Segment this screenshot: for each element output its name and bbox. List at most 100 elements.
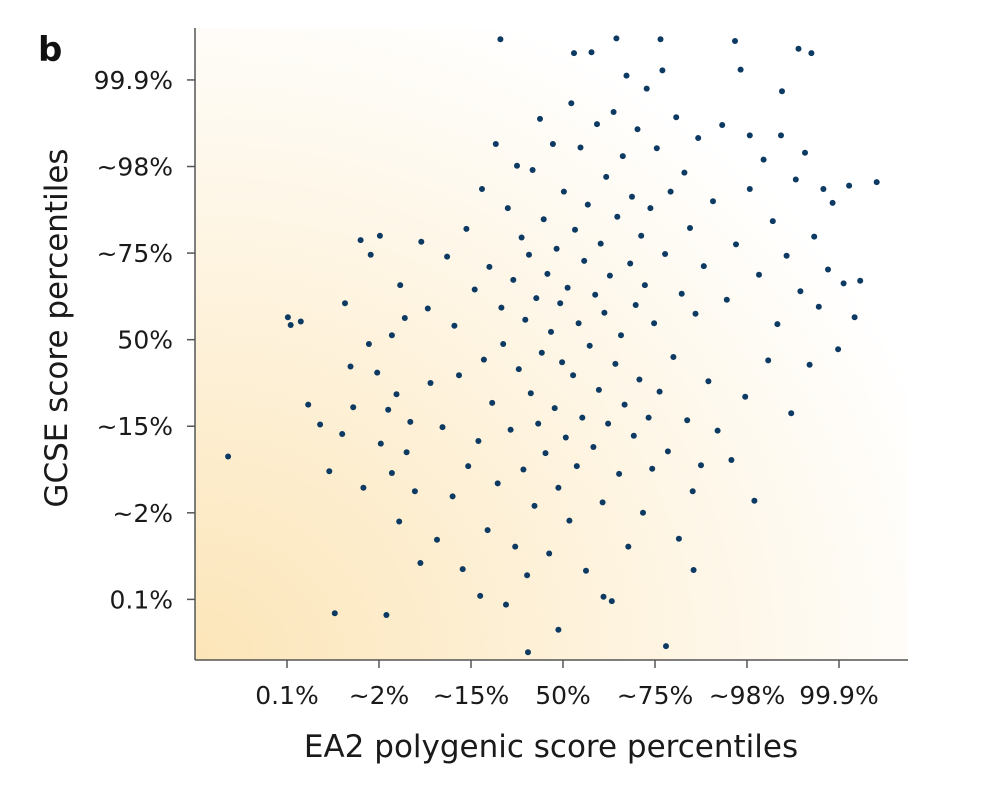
data-point <box>742 393 749 400</box>
data-point <box>746 186 753 192</box>
data-point <box>700 263 707 270</box>
data-point <box>305 401 312 408</box>
y-axis-ticks: 0.1% ~2% ~15% 50% ~75% ~98% 99.9% <box>94 66 195 614</box>
data-point <box>374 369 381 376</box>
data-point <box>527 390 534 397</box>
data-point <box>588 49 595 56</box>
data-point <box>555 484 562 491</box>
data-point <box>560 188 567 195</box>
data-point <box>623 72 630 79</box>
data-point <box>331 610 338 617</box>
data-point <box>522 316 529 323</box>
data-point <box>719 122 726 128</box>
data-point <box>619 153 626 160</box>
data-point <box>714 427 721 434</box>
data-point <box>779 88 785 95</box>
data-point <box>376 232 383 239</box>
data-point <box>553 245 560 252</box>
data-point <box>570 372 577 379</box>
x-tick-label: 99.9% <box>799 681 878 710</box>
data-point <box>486 263 493 270</box>
data-point <box>377 440 384 447</box>
data-point <box>811 233 818 240</box>
data-point <box>815 303 822 310</box>
data-point <box>808 50 815 57</box>
data-point <box>695 135 702 141</box>
data-point <box>594 121 600 128</box>
data-point <box>388 332 395 339</box>
y-tick-label: ~2% <box>112 499 173 528</box>
data-point <box>407 418 414 425</box>
data-point <box>572 226 578 233</box>
data-point <box>636 376 643 383</box>
data-point <box>689 488 696 495</box>
data-point <box>367 251 374 258</box>
data-point <box>434 536 440 543</box>
data-point <box>851 314 858 321</box>
data-point <box>342 300 348 307</box>
data-point <box>360 484 367 491</box>
data-point <box>608 598 615 605</box>
data-point <box>746 132 753 139</box>
data-point <box>471 286 478 293</box>
data-point <box>820 186 827 192</box>
data-point <box>692 310 699 317</box>
data-point <box>645 414 652 421</box>
data-point <box>357 237 364 244</box>
data-point <box>640 509 646 516</box>
data-point <box>618 332 624 339</box>
data-point <box>525 649 531 656</box>
data-point <box>802 149 808 156</box>
data-point <box>383 612 390 618</box>
data-point <box>664 448 671 455</box>
data-point <box>531 502 538 509</box>
data-point <box>465 463 472 470</box>
data-point <box>656 388 663 395</box>
data-point <box>557 300 564 307</box>
x-tick-label: ~15% <box>433 681 510 710</box>
data-point <box>544 270 551 277</box>
y-tick-label: ~75% <box>96 239 173 268</box>
data-point <box>728 457 735 463</box>
data-point <box>571 50 577 57</box>
data-point <box>388 470 395 476</box>
data-point <box>590 444 597 450</box>
data-point <box>577 144 584 151</box>
data-point <box>456 372 462 379</box>
data-point <box>873 179 880 186</box>
data-point <box>732 38 738 44</box>
data-point <box>538 349 545 356</box>
data-point <box>559 359 566 366</box>
y-tick-label: 0.1% <box>109 585 173 614</box>
data-point <box>653 145 660 152</box>
data-point <box>778 132 784 139</box>
data-point <box>705 378 712 385</box>
data-point <box>564 284 571 291</box>
data-point <box>698 462 704 469</box>
data-point <box>339 431 346 437</box>
data-point <box>451 322 458 329</box>
data-point <box>225 453 232 460</box>
data-point <box>663 643 669 650</box>
data-point <box>690 567 697 573</box>
data-point <box>825 266 831 273</box>
data-point <box>498 304 505 311</box>
data-point <box>632 302 639 308</box>
data-point <box>638 232 645 239</box>
data-point <box>681 169 688 176</box>
data-point <box>751 497 758 504</box>
data-point <box>537 115 543 122</box>
data-point <box>424 305 431 312</box>
data-point <box>723 296 730 303</box>
data-point <box>625 543 632 550</box>
data-point <box>595 386 602 393</box>
data-point <box>512 543 519 550</box>
x-tick-label: ~2% <box>349 681 410 710</box>
data-point <box>857 277 864 284</box>
data-point <box>518 234 525 241</box>
data-point <box>484 527 491 534</box>
data-point <box>774 321 781 328</box>
data-point <box>605 420 612 427</box>
data-point <box>621 401 628 408</box>
